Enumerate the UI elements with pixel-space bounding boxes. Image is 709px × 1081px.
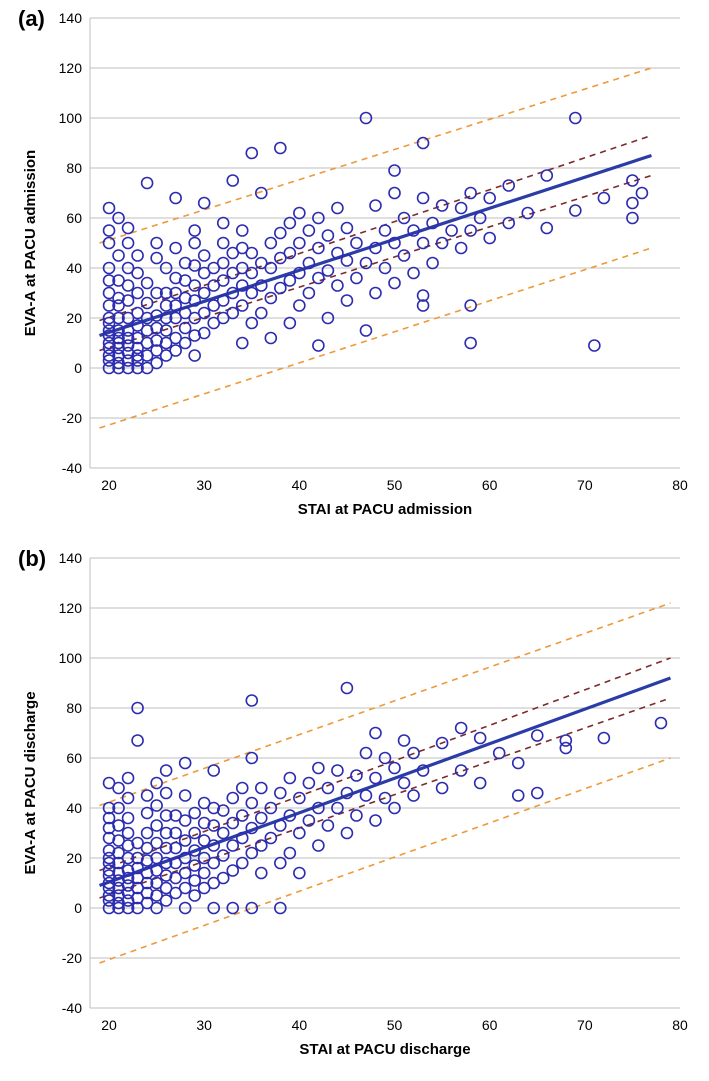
- svg-text:80: 80: [66, 160, 82, 176]
- panel-a-wrap: (a) -40 -20 0 20 40 60 80 100 120 140 20 30 40 50 60 70…: [0, 0, 709, 540]
- svg-text:EVA-A at PACU admission: EVA-A at PACU admission: [22, 150, 39, 336]
- svg-text:0: 0: [74, 360, 82, 376]
- svg-text:80: 80: [672, 477, 688, 493]
- svg-text:20: 20: [101, 477, 117, 493]
- svg-text:EVA-A at PACU discharge: EVA-A at PACU discharge: [22, 691, 39, 874]
- svg-text:70: 70: [577, 477, 593, 493]
- panel-a-svg: -40 -20 0 20 40 60 80 100 120 140 20 30 40 50 60 70 80 ST…: [0, 0, 709, 540]
- svg-text:40: 40: [292, 477, 308, 493]
- svg-text:120: 120: [59, 60, 83, 76]
- svg-text:60: 60: [482, 477, 498, 493]
- svg-text:60: 60: [66, 750, 82, 766]
- svg-text:100: 100: [59, 110, 83, 126]
- svg-text:20: 20: [66, 850, 82, 866]
- svg-text:40: 40: [66, 260, 82, 276]
- svg-text:-40: -40: [62, 460, 82, 476]
- svg-text:40: 40: [292, 1017, 308, 1033]
- svg-text:30: 30: [196, 1017, 212, 1033]
- svg-text:60: 60: [482, 1017, 498, 1033]
- svg-text:STAI at PACU admission: STAI at PACU admission: [298, 501, 472, 518]
- panel-b-svg: -40 -20 0 20 40 60 80 100 120 140 20 30 40 50 60 70 80 ST…: [0, 540, 709, 1080]
- svg-text:50: 50: [387, 1017, 403, 1033]
- svg-text:40: 40: [66, 800, 82, 816]
- svg-text:20: 20: [66, 310, 82, 326]
- svg-text:70: 70: [577, 1017, 593, 1033]
- svg-text:140: 140: [59, 550, 83, 566]
- svg-text:20: 20: [101, 1017, 117, 1033]
- svg-text:80: 80: [672, 1017, 688, 1033]
- panel-b-label: (b): [18, 546, 46, 572]
- svg-text:60: 60: [66, 210, 82, 226]
- svg-text:0: 0: [74, 900, 82, 916]
- panel-a-label: (a): [18, 6, 45, 32]
- svg-text:-40: -40: [62, 1000, 82, 1016]
- scatter-figure: (a) -40 -20 0 20 40 60 80 100 120 140 20 30 40 50 60 70…: [0, 0, 709, 1080]
- svg-text:30: 30: [196, 477, 212, 493]
- panel-b-wrap: (b) -40 -20 0 20 40 60 80 100 120 140 20 30 40 50 60 70…: [0, 540, 709, 1080]
- svg-text:80: 80: [66, 700, 82, 716]
- svg-text:120: 120: [59, 600, 83, 616]
- svg-text:-20: -20: [62, 950, 82, 966]
- svg-text:140: 140: [59, 10, 83, 26]
- svg-text:100: 100: [59, 650, 83, 666]
- svg-text:-20: -20: [62, 410, 82, 426]
- svg-text:50: 50: [387, 477, 403, 493]
- svg-text:STAI at PACU discharge: STAI at PACU discharge: [299, 1041, 470, 1058]
